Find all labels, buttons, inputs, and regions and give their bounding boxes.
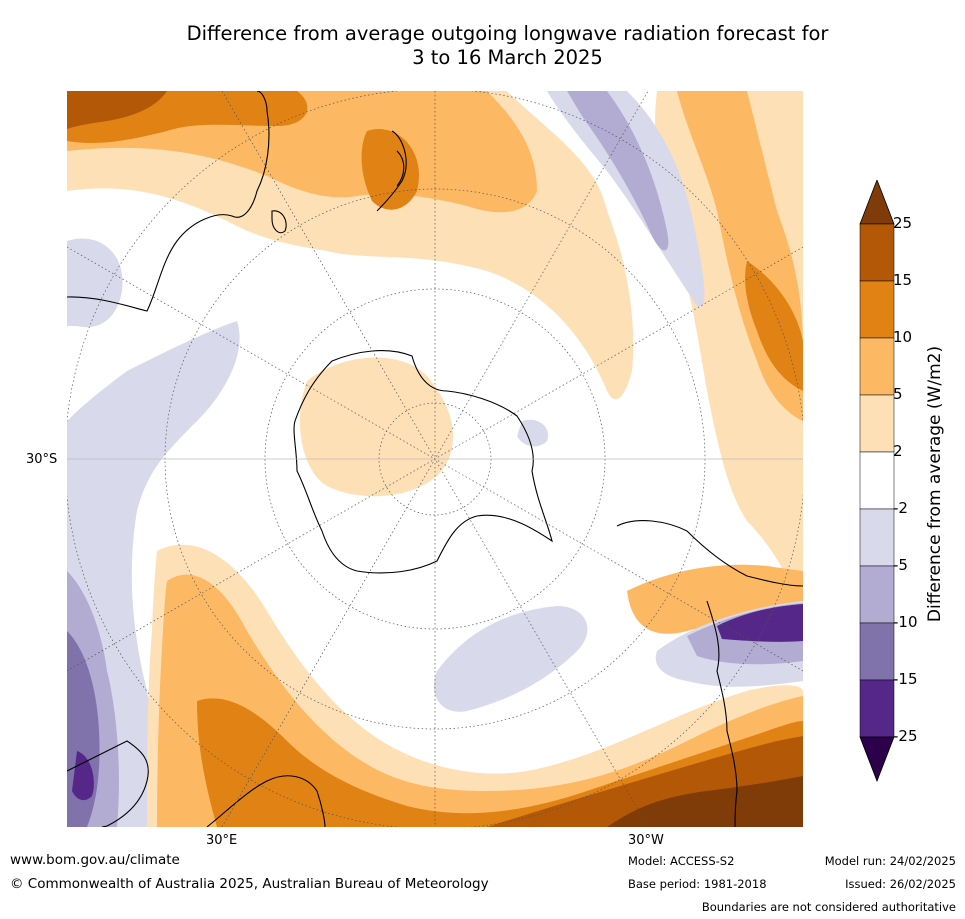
anomaly-region-left-deep-purple: [72, 751, 94, 801]
anomaly-region-east-purple: [517, 419, 548, 447]
anomaly-region-purple-streak-mid: [567, 91, 669, 251]
colorbar-tick-label: -15: [893, 670, 918, 688]
colorbar-segment: [859, 337, 895, 396]
colorbar-segment: [859, 679, 895, 738]
lon-label-30e: 30°E: [206, 833, 238, 848]
anomaly-region-purple-streak-light: [547, 91, 705, 307]
footer-url[interactable]: www.bom.gov.au/climate: [10, 852, 180, 868]
colorbar-segment: [859, 223, 895, 282]
colorbar-extend-bottom: [859, 736, 895, 783]
tasmania-coast: [271, 210, 287, 234]
colorbar-tick-label: 25: [893, 214, 913, 232]
southern-africa-coast: [67, 740, 149, 827]
colorbar-tick-label: -25: [893, 727, 918, 745]
anomaly-region-right-dark: [745, 261, 803, 391]
footer-model-run: Model run: 24/02/2025: [824, 854, 956, 868]
lat-label-30s: 30°S: [26, 452, 58, 467]
title-line-1: Difference from average outgoing longwav…: [186, 22, 829, 45]
colorbar-title: Difference from average (W/m2): [925, 345, 945, 623]
anomaly-region-samerica-dark-purple: [717, 604, 803, 642]
south-america-coast: [616, 520, 803, 827]
colorbar-segment: [859, 565, 895, 624]
colorbar-tick-label: -2: [893, 499, 908, 517]
anomaly-region-left-light-purple: [67, 238, 240, 827]
footer-base-period: Base period: 1981-2018: [628, 877, 767, 891]
anomaly-region-central-purple: [433, 606, 588, 712]
footer-disclaimer: Boundaries are not considered authoritat…: [701, 900, 956, 914]
colorbar: [859, 180, 895, 783]
southern-africa-coast-east: [206, 775, 326, 827]
antarctica-coast: [293, 350, 553, 574]
anomaly-region-samerica-orange: [627, 564, 803, 634]
colorbar-tick-label: -10: [893, 613, 918, 631]
footer-copyright: © Commonwealth of Australia 2025, Austra…: [10, 876, 489, 892]
colorbar-tick-label: 5: [893, 385, 903, 403]
olr-anomaly-map: [67, 91, 803, 827]
colorbar-segment: [859, 622, 895, 681]
colorbar-segment: [859, 280, 895, 339]
colorbar-extend-top: [859, 180, 895, 225]
coastlines: [67, 91, 803, 827]
colorbar-tick-label: 10: [893, 328, 913, 346]
colorbar-tick-label: 15: [893, 271, 913, 289]
colorbar-tick-label: -5: [893, 556, 908, 574]
new-zealand-coast: [376, 130, 407, 212]
anomaly-region-antarctica: [299, 357, 454, 497]
footer-issued: Issued: 26/02/2025: [845, 877, 956, 891]
anomaly-region-bottom-mid: [157, 574, 803, 827]
map-title: Difference from average outgoing longwav…: [60, 22, 955, 70]
australia-coast: [67, 91, 270, 312]
colorbar-segment: [859, 394, 895, 453]
anomaly-region-bottom-darkest: [607, 776, 803, 827]
lon-label-30w: 30°W: [628, 833, 664, 848]
footer-model: Model: ACCESS-S2: [628, 854, 735, 868]
title-line-2: 3 to 16 March 2025: [412, 46, 603, 69]
anomaly-region-top-left-darker: [67, 91, 167, 129]
colorbar-tick-label: 2: [893, 442, 903, 460]
colorbar-segment: [859, 508, 895, 567]
colorbar-segment: [859, 451, 895, 510]
